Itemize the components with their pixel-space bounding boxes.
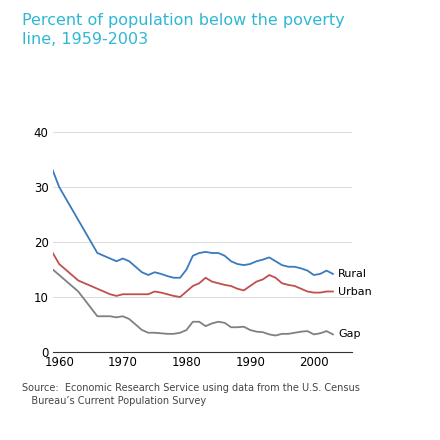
Text: Source:  Economic Research Service using data from the U.S. Census
   Bureau’s C: Source: Economic Research Service using … <box>22 383 360 406</box>
Text: Percent of population below the poverty
line, 1959-2003: Percent of population below the poverty … <box>22 13 345 47</box>
Text: Rural: Rural <box>338 269 367 279</box>
Text: Gap: Gap <box>338 330 360 339</box>
Text: Urban: Urban <box>338 286 372 297</box>
